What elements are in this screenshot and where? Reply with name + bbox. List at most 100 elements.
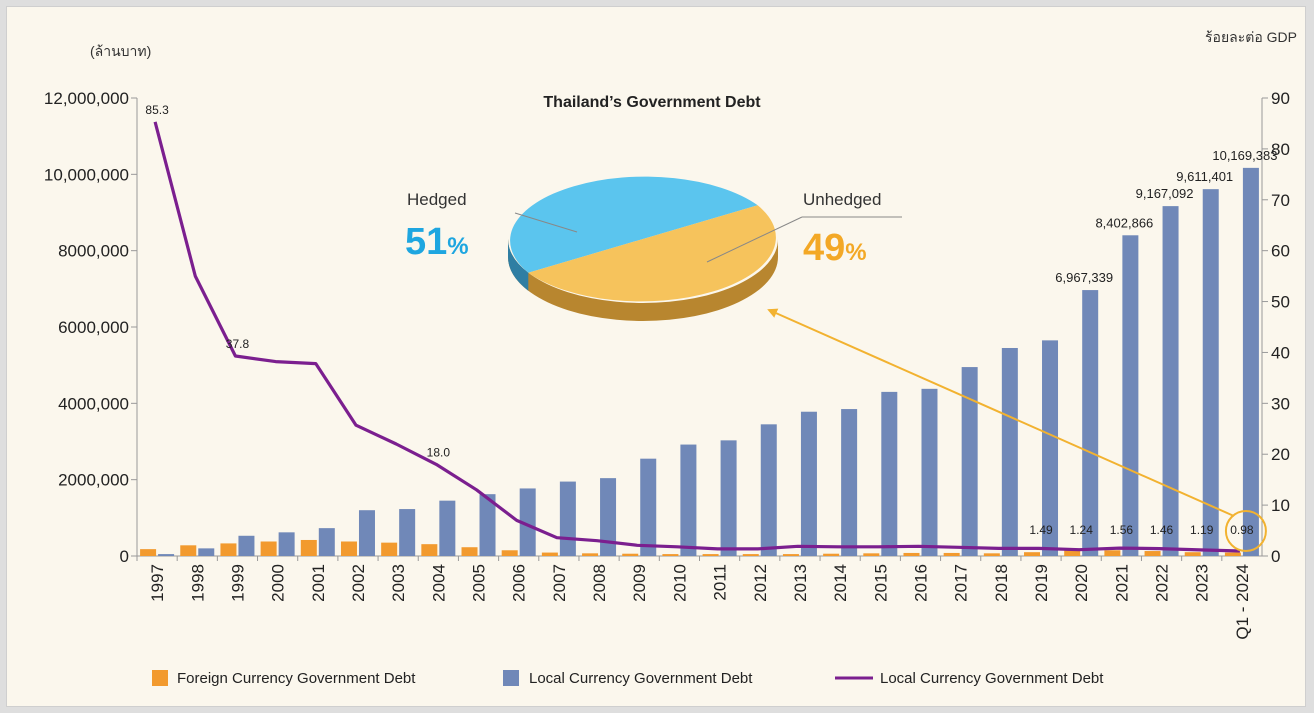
pie-slice-unhedged [528, 205, 776, 302]
unhedged-label: Unhedged [803, 190, 881, 209]
gdp-ratio-value-label: 1.56 [1110, 523, 1134, 537]
local-debt-bar [800, 411, 817, 556]
left-tick-label: 4000,000 [58, 394, 129, 413]
x-tick-label: 2012 [751, 564, 770, 602]
right-tick-label: 40 [1271, 343, 1290, 362]
legend-swatch-local [503, 670, 519, 686]
right-tick-label: 60 [1271, 242, 1290, 261]
legend-label-line: Local Currency Government Debt [880, 670, 1104, 687]
gdp-ratio-value-label: 0.98 [1230, 523, 1254, 537]
gdp-ratio-value-label: 1.19 [1190, 523, 1214, 537]
x-tick-label: 2022 [1153, 564, 1172, 602]
foreign-debt-bar [943, 552, 960, 556]
gdp-ratio-value-label: 37.8 [226, 337, 250, 351]
pie-slice-hedged [510, 176, 758, 273]
left-axis-unit: (ล้านบาท) [90, 43, 151, 59]
local-debt-bar [841, 409, 858, 556]
local-debt-bar [640, 458, 657, 556]
x-tick-label: 1999 [228, 564, 247, 602]
left-tick-label: 2000,000 [58, 471, 129, 490]
x-tick-label: 1997 [148, 564, 167, 602]
chart-title: Thailand’s Government Debt [543, 94, 761, 111]
local-debt-value-label: 10,169,383 [1212, 148, 1277, 163]
foreign-debt-bar [180, 545, 197, 556]
foreign-debt-bar [662, 554, 679, 556]
data-labels: 6,967,339 8,402,866 9,167,092 9,611,401 10,1… [145, 103, 1277, 552]
hedged-percent-value: 51 [405, 221, 447, 263]
legend: Foreign Currency Government Debt Local Cu… [152, 670, 1104, 687]
local-debt-value-label: 8,402,866 [1095, 215, 1153, 230]
gdp-ratio-value-label: 1.46 [1150, 523, 1174, 537]
local-debt-bar [600, 478, 617, 556]
local-debt-bar [278, 532, 295, 556]
bars [140, 167, 1259, 557]
foreign-debt-bar [260, 541, 277, 556]
foreign-debt-bar [461, 547, 478, 556]
local-debt-bar [198, 548, 215, 556]
foreign-debt-bar [140, 549, 157, 556]
x-tick-label: 2005 [470, 564, 489, 602]
x-tick-label: 2020 [1072, 564, 1091, 602]
right-tick-label: 80 [1271, 140, 1290, 159]
gdp-ratio-line [153, 121, 1240, 553]
x-tick-label: 2023 [1193, 564, 1212, 602]
foreign-debt-bar [863, 553, 880, 556]
foreign-debt-bar [300, 539, 317, 556]
unhedged-percent-value: 49 [803, 227, 845, 269]
local-debt-bar [1082, 290, 1099, 556]
pie-chart: Hedged 51% Unhedged 49% [405, 176, 902, 321]
hedged-leader-line [514, 212, 578, 233]
x-tick-label: 2013 [791, 564, 810, 602]
foreign-debt-bar [340, 541, 357, 556]
foreign-debt-bar [702, 554, 719, 556]
x-tick-label: 2011 [711, 564, 730, 601]
legend-label-local: Local Currency Government Debt [529, 670, 753, 687]
x-tick-label: 2000 [269, 564, 288, 602]
local-debt-bar [238, 535, 255, 556]
legend-label-foreign: Foreign Currency Government Debt [177, 670, 416, 687]
x-tick-label: 2018 [992, 564, 1011, 602]
local-debt-bar [439, 500, 456, 556]
left-tick-label: 10,000,000 [44, 165, 129, 184]
x-tick-label: 2004 [429, 564, 448, 602]
foreign-debt-bar [1184, 552, 1201, 556]
x-tick-label: 2001 [309, 564, 328, 602]
x-tick-label: 2007 [550, 564, 569, 602]
local-debt-bar [399, 509, 416, 556]
local-debt-bar [318, 528, 335, 556]
right-tick-label: 10 [1271, 496, 1290, 515]
x-tick-label: 2016 [911, 564, 930, 602]
hedged-percent: 51% [405, 221, 469, 263]
line-series [153, 121, 1240, 553]
unhedged-percent: 49% [803, 227, 867, 269]
foreign-debt-bar [582, 553, 599, 556]
local-debt-bar [1162, 206, 1179, 556]
right-tick-label: 50 [1271, 293, 1290, 312]
local-debt-bar [559, 481, 576, 556]
hedged-label: Hedged [407, 190, 467, 209]
pie-side-hedged [508, 239, 529, 291]
hedged-percent-symbol: % [447, 233, 468, 260]
foreign-debt-bar [381, 542, 398, 556]
foreign-debt-bar [742, 554, 759, 556]
local-debt-bar [760, 424, 777, 556]
local-debt-bar [921, 388, 938, 556]
foreign-debt-bar [622, 553, 639, 556]
chart-frame: 0 2000,000 4000,000 6000,000 8000,000 10,000,… [6, 6, 1306, 707]
local-debt-bar [720, 440, 737, 556]
local-debt-bar [1042, 340, 1059, 556]
left-tick-label: 8000,000 [58, 242, 129, 261]
local-debt-bar [519, 488, 536, 556]
local-debt-bar [961, 367, 978, 556]
x-tick-label: 2006 [510, 564, 529, 602]
local-debt-value-label: 6,967,339 [1055, 270, 1113, 285]
local-debt-bar [881, 391, 898, 556]
left-tick-label: 12,000,000 [44, 89, 129, 108]
foreign-debt-bar [421, 544, 438, 556]
foreign-debt-bar [903, 552, 920, 556]
x-tick-label: 2015 [871, 564, 890, 602]
right-tick-label: 90 [1271, 89, 1290, 108]
x-tick-label: Q1 - 2024 [1233, 564, 1252, 640]
pie-pointer-arrow [767, 308, 1235, 517]
gdp-ratio-value-label: 1.24 [1070, 523, 1094, 537]
